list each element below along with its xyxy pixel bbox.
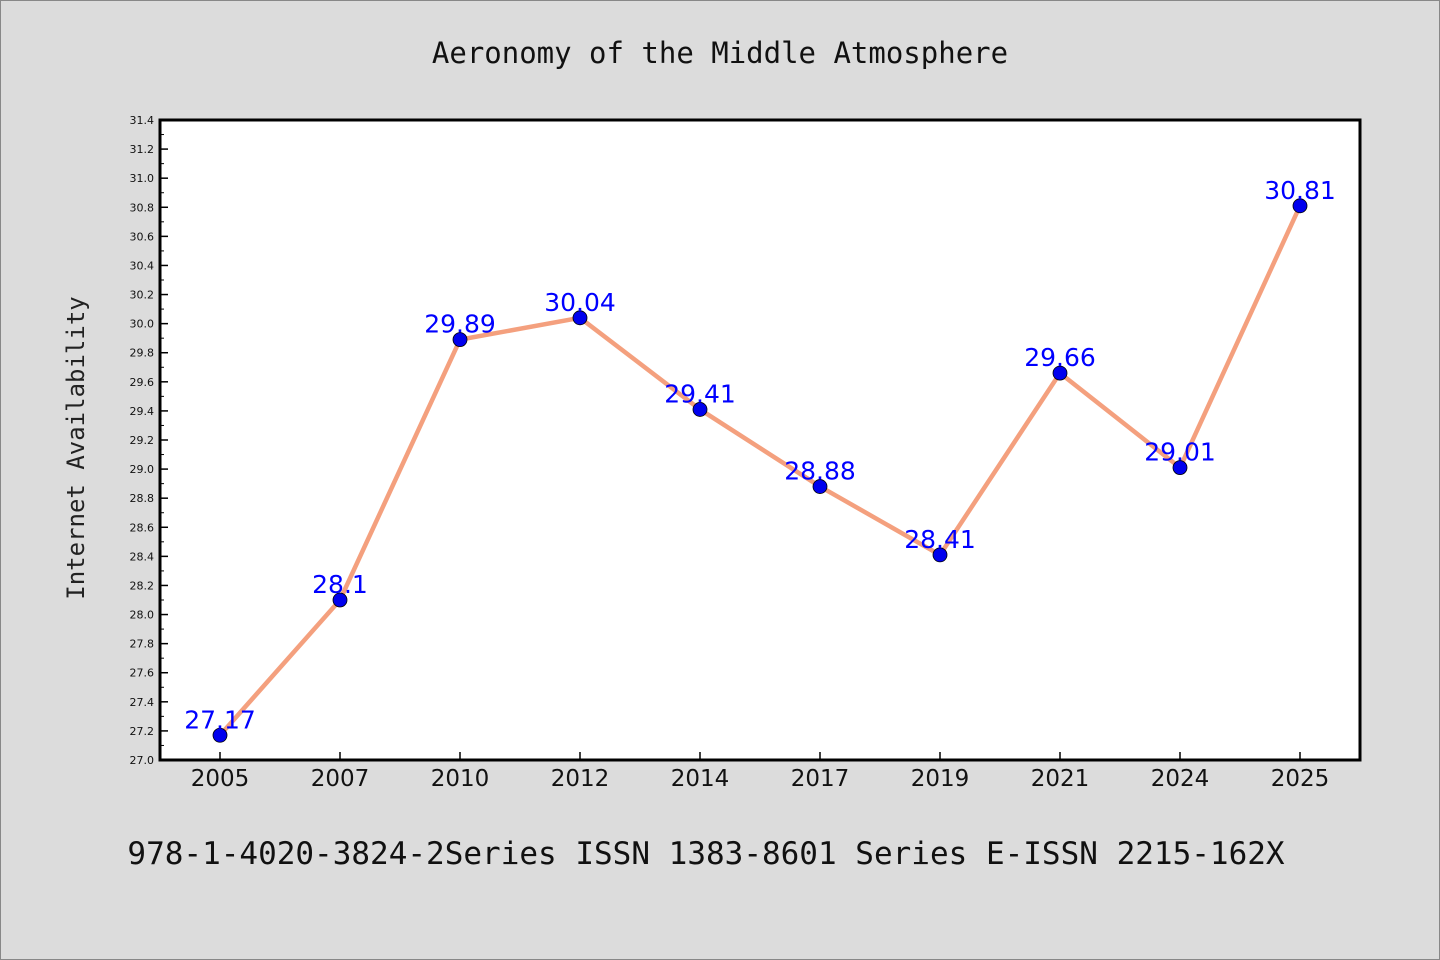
y-tick-label: 27.6 <box>130 667 155 680</box>
y-tick-label: 31.0 <box>130 172 155 185</box>
data-label: 29.01 <box>1144 438 1216 467</box>
y-tick-label: 30.2 <box>130 289 155 302</box>
x-tick-label: 2014 <box>671 766 730 792</box>
data-label: 28.41 <box>904 525 976 554</box>
chart-title: Aeronomy of the Middle Atmosphere <box>432 36 1008 70</box>
x-tick-label: 2025 <box>1271 766 1330 792</box>
data-label: 28.1 <box>312 570 368 599</box>
x-tick-label: 2007 <box>311 766 370 792</box>
data-label: 29.41 <box>664 379 736 408</box>
data-label: 30.04 <box>544 288 616 317</box>
data-point-marker <box>212 727 228 743</box>
data-label: 28.88 <box>784 457 856 486</box>
y-tick-label: 27.8 <box>130 638 155 651</box>
y-tick-label: 27.0 <box>130 754 155 767</box>
data-point-marker <box>1052 365 1068 381</box>
y-tick-label: 29.6 <box>130 376 155 389</box>
y-tick-label: 30.4 <box>130 259 155 272</box>
y-tick-label: 29.8 <box>130 347 155 360</box>
plot-area <box>158 118 1362 762</box>
data-label: 27.17 <box>184 705 256 734</box>
data-label: 30.81 <box>1264 176 1336 205</box>
y-tick-label: 28.2 <box>130 579 155 592</box>
data-point-marker <box>692 402 708 417</box>
series-line <box>217 203 1303 738</box>
y-tick-label: 30.6 <box>130 230 155 243</box>
series-line-group <box>212 198 1308 743</box>
x-axis-ticks: 2005 2007 2010 2012 2014 2017 2019 2021 2024 2025 <box>191 752 1330 792</box>
data-point-marker <box>332 592 348 608</box>
x-tick-label: 2012 <box>551 766 610 792</box>
data-point-marker <box>932 547 948 563</box>
y-tick-label: 28.0 <box>130 609 155 622</box>
data-point-marker <box>572 310 588 326</box>
x-tick-label: 2017 <box>791 766 850 792</box>
data-point-marker <box>452 332 468 348</box>
footer-isbn-text: 978-1-4020-3824-2Series ISSN 1383-8601 S… <box>127 836 1284 872</box>
data-label: 29.66 <box>1024 343 1096 372</box>
data-point-marker <box>1172 460 1188 476</box>
x-tick-label: 2010 <box>431 766 490 792</box>
data-point-marker <box>812 479 828 494</box>
x-tick-label: 2024 <box>1151 766 1210 792</box>
x-tick-label: 2019 <box>911 766 970 792</box>
y-tick-label: 27.2 <box>130 725 155 738</box>
y-tick-label: 30.0 <box>130 318 155 331</box>
y-axis-ticks: 27.0 27.2 27.4 27.6 27.8 28.0 28.2 28.4 28.6 28.8… <box>130 114 168 767</box>
y-tick-label: 30.8 <box>130 201 155 214</box>
x-tick-label: 2021 <box>1031 766 1090 792</box>
y-tick-label: 28.6 <box>130 521 155 534</box>
y-tick-label: 28.4 <box>130 550 155 563</box>
y-tick-label: 27.4 <box>130 696 155 709</box>
y-axis-label: Internet Availability <box>62 296 90 599</box>
y-tick-label: 31.2 <box>130 143 155 156</box>
x-tick-label: 2005 <box>191 766 250 792</box>
data-point-marker <box>1292 198 1308 214</box>
y-tick-label: 29.2 <box>130 434 155 447</box>
y-tick-label: 31.4 <box>130 114 155 127</box>
data-label: 29.89 <box>424 310 496 339</box>
y-tick-label: 29.0 <box>130 463 155 476</box>
data-labels: 27.17 28.1 29.89 30.04 29.41 28.88 28.41 29.66 2… <box>184 176 1336 734</box>
y-tick-label: 28.8 <box>130 492 155 505</box>
y-tick-label: 29.4 <box>130 405 155 418</box>
